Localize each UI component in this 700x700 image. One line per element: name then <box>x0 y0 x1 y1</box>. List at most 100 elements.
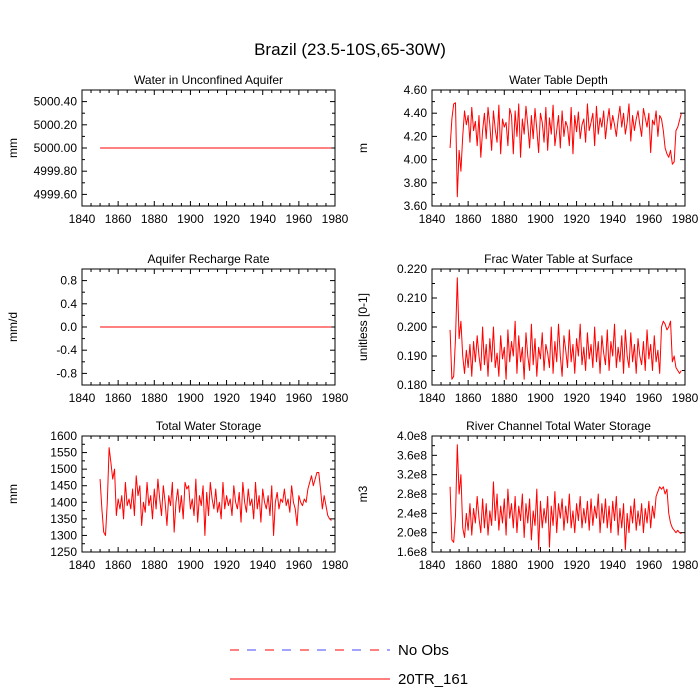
plot-frame <box>431 268 686 386</box>
y-tick-label: 4999.60 <box>34 187 78 201</box>
x-tick-label: 1920 <box>213 558 240 572</box>
x-tick-label: 1960 <box>636 391 663 405</box>
x-tick-label: 1840 <box>419 558 446 572</box>
y-axis-label: mm <box>6 138 20 158</box>
y-tick-label: 3.60 <box>404 199 428 213</box>
y-tick-label: 5000.00 <box>34 141 78 155</box>
x-tick-label: 1920 <box>563 558 590 572</box>
y-tick-label: 1.6e8 <box>397 545 427 559</box>
y-tick-label: 5000.40 <box>34 95 78 109</box>
x-tick-label: 1860 <box>105 391 132 405</box>
y-tick-label: 1500 <box>50 462 77 476</box>
y-axis-label: mm/d <box>6 312 20 342</box>
x-tick-label: 1960 <box>286 558 313 572</box>
x-tick-label: 1880 <box>141 391 168 405</box>
x-tick-label: 1980 <box>322 391 349 405</box>
series-line-20tr-161 <box>449 102 682 198</box>
y-tick-label: 4.00 <box>404 153 428 167</box>
y-tick-label: 5000.20 <box>34 118 78 132</box>
panel-water-table-depth: Water Table Depth m 1840 1860 1880 1900 1920 19… <box>356 73 699 226</box>
x-tick-label: 1960 <box>286 391 313 405</box>
x-tick-label: 1840 <box>69 212 96 226</box>
series-line-20tr-161 <box>449 444 682 551</box>
y-tick-label: 2.4e8 <box>397 506 427 520</box>
x-tick-label: 1940 <box>599 212 626 226</box>
plot-frame <box>431 89 686 207</box>
y-tick-label: 0.8 <box>60 274 77 288</box>
y-tick-label: 4999.80 <box>34 164 78 178</box>
panel-title: Water Table Depth <box>509 73 608 87</box>
panel-title: Frac Water Table at Surface <box>484 252 633 266</box>
x-tick-label: 1900 <box>177 558 204 572</box>
y-tick-label: 1350 <box>50 512 77 526</box>
x-tick-label: 1900 <box>527 391 554 405</box>
y-tick-label: 2.0e8 <box>397 526 427 540</box>
panel-title: River Channel Total Water Storage <box>466 419 651 433</box>
legend-20tr161-label: 20TR_161 <box>398 671 468 688</box>
legend-no-obs-label: No Obs <box>398 642 449 659</box>
y-tick-label: -0.4 <box>56 343 77 357</box>
y-tick-label: 0.0 <box>60 320 77 334</box>
x-tick-label: 1900 <box>527 558 554 572</box>
x-tick-label: 1980 <box>672 391 699 405</box>
y-axis-label: unitless [0-1] <box>356 293 370 361</box>
y-tick-label: 4.20 <box>404 129 428 143</box>
x-tick-label: 1980 <box>322 558 349 572</box>
x-tick-label: 1940 <box>599 391 626 405</box>
y-tick-label: 1300 <box>50 528 77 542</box>
series-line-20tr-161 <box>449 277 682 380</box>
x-tick-label: 1900 <box>177 391 204 405</box>
panel-total-water-storage: Total Water Storage mm 1840 1860 1880 1900 192… <box>6 419 349 572</box>
plot-frame <box>81 268 336 386</box>
x-tick-label: 1960 <box>636 558 663 572</box>
y-tick-label: 3.6e8 <box>397 448 427 462</box>
x-tick-label: 1940 <box>249 212 276 226</box>
x-tick-label: 1860 <box>455 391 482 405</box>
y-axis-label: m3 <box>356 485 370 502</box>
y-tick-label: 1550 <box>50 446 77 460</box>
x-tick-label: 1980 <box>322 212 349 226</box>
panel-title: Aquifer Recharge Rate <box>147 252 269 266</box>
x-tick-label: 1840 <box>69 391 96 405</box>
y-tick-label: 0.4 <box>60 297 77 311</box>
x-tick-label: 1860 <box>455 558 482 572</box>
x-tick-label: 1980 <box>672 558 699 572</box>
y-tick-label: -0.8 <box>56 366 77 380</box>
panel-title: Water in Unconfined Aquifer <box>134 73 283 87</box>
x-tick-label: 1880 <box>491 212 518 226</box>
x-tick-label: 1900 <box>177 212 204 226</box>
figure-title: Brazil (23.5-10S,65-30W) <box>254 40 446 59</box>
y-tick-label: 1450 <box>50 479 77 493</box>
y-tick-label: 0.210 <box>397 291 427 305</box>
x-tick-label: 1920 <box>563 391 590 405</box>
y-tick-label: 3.80 <box>404 176 428 190</box>
x-tick-label: 1880 <box>491 391 518 405</box>
y-tick-label: 2.8e8 <box>397 487 427 501</box>
x-tick-label: 1880 <box>141 212 168 226</box>
x-tick-label: 1940 <box>249 391 276 405</box>
y-tick-label: 0.180 <box>397 378 427 392</box>
panel-water-in-unconfined-aquifer: Water in Unconfined Aquifer mm 1840 1860 188… <box>6 73 349 226</box>
x-tick-label: 1980 <box>672 212 699 226</box>
y-tick-label: 4.60 <box>404 83 428 97</box>
plot-frame <box>81 89 336 207</box>
x-tick-label: 1860 <box>105 212 132 226</box>
x-tick-label: 1840 <box>419 391 446 405</box>
plot-frame <box>81 435 336 553</box>
x-tick-label: 1920 <box>563 212 590 226</box>
x-tick-label: 1860 <box>455 212 482 226</box>
x-tick-label: 1840 <box>69 558 96 572</box>
y-tick-label: 1250 <box>50 545 77 559</box>
x-tick-label: 1880 <box>491 558 518 572</box>
x-tick-label: 1960 <box>286 212 313 226</box>
x-tick-label: 1900 <box>527 212 554 226</box>
y-tick-label: 0.220 <box>397 262 427 276</box>
x-tick-label: 1860 <box>105 558 132 572</box>
y-tick-label: 3.2e8 <box>397 468 427 482</box>
panel-frac-water-table-at-surface: Frac Water Table at Surface unitless [0-1… <box>356 252 699 405</box>
y-tick-label: 4.40 <box>404 106 428 120</box>
y-tick-label: 1600 <box>50 429 77 443</box>
y-tick-label: 4.0e8 <box>397 429 427 443</box>
x-tick-label: 1920 <box>213 212 240 226</box>
